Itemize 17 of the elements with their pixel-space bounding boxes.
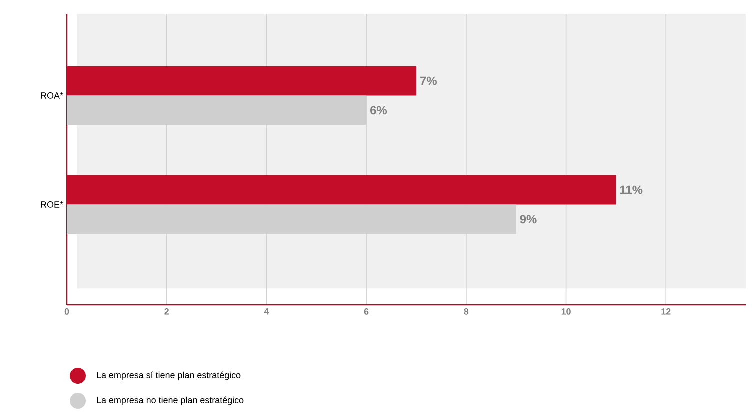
x-tick-label: 8	[464, 308, 469, 315]
y-tick-label: ROA*	[41, 92, 64, 99]
x-tick-label: 2	[164, 308, 169, 315]
data-label: 9%	[520, 215, 537, 224]
x-tick-label: 6	[364, 308, 369, 315]
x-tick-label: 0	[64, 308, 70, 315]
bar	[67, 66, 416, 96]
data-label: 7%	[420, 76, 437, 86]
y-tick-label: ROE*	[41, 202, 64, 208]
data-label: 11%	[620, 186, 643, 194]
x-tick-label: 4	[264, 308, 270, 315]
bar	[67, 175, 616, 205]
legend-label: La empresa no tiene plan estratégico	[97, 396, 244, 406]
legend-label: La empresa sí tiene plan estratégico	[97, 372, 241, 380]
data-label: 6%	[370, 106, 388, 115]
x-tick-label: 10	[562, 308, 571, 315]
x-tick-label: 12	[662, 308, 671, 315]
